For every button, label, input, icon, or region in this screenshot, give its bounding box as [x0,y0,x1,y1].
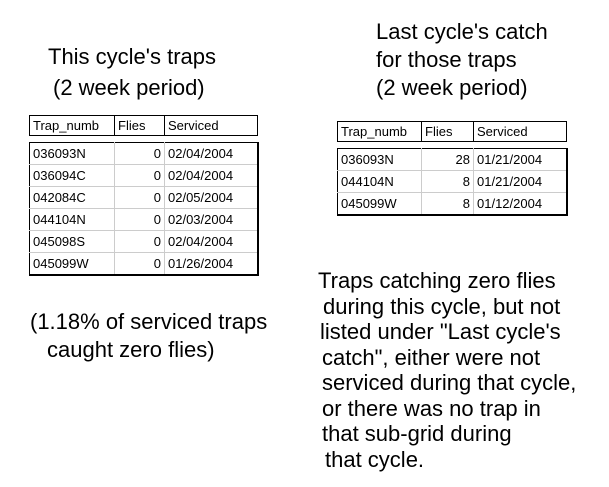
header-cell: Flies [114,115,165,136]
table-cell: 28 [421,148,474,171]
left-title-line: This cycle's traps [48,44,217,69]
table-row: 036094C 0 02/04/2004 [29,164,258,187]
header-cell: Trap_numb [33,118,99,133]
table-cell: 045099W [29,252,115,276]
table-body: 036093N 28 01/21/2004 044104N 8 01/21/2004 045… [337,148,568,216]
table-cell: 036093N [337,148,422,171]
table-cell: 01/21/2004 [473,148,567,171]
right-note-line: catch", either were not [322,344,541,370]
table-cell: 0 [114,230,165,253]
table-cell: 8 [421,170,474,193]
header-cell: Trap_numb [341,124,407,139]
table-row: 036093N 28 01/21/2004 [337,148,567,171]
table-cell: 02/04/2004 [164,230,258,253]
left-note-line: (1.18% of serviced traps [30,309,268,334]
table-row: 045099W 0 01/26/2004 [29,252,258,276]
table-cell: 01/12/2004 [473,192,567,216]
header-cell: Flies [421,121,474,142]
table-cell: 8 [421,192,474,216]
right-note-line: or there was no trap in [322,395,541,421]
right-title-line: for those traps [376,47,517,72]
table-cell: 044104N [29,208,115,231]
right-note-line: during this cycle, but not [323,293,561,319]
table-cell: 02/04/2004 [164,164,258,187]
left-title-line: (2 week period) [53,75,205,100]
right-title-line: (2 week period) [376,75,528,100]
right-title: Last cycle's catch for those traps (2 week… [376,18,548,102]
table-cell: 01/26/2004 [164,252,258,276]
table-row: 044104N 0 02/03/2004 [29,208,258,231]
header-cell: Serviced [164,115,258,136]
table-cell: 045098S [29,230,115,253]
table-cell: 0 [114,164,165,187]
right-note-line: that sub-grid during [322,421,512,446]
right-note-line: that cycle. [325,446,425,472]
table-cell: 044104N [337,170,422,193]
right-note: Traps catching zero flies during this cyc… [314,268,576,472]
table-row: 044104N 8 01/21/2004 [337,170,567,193]
table-header: Trap_numb Flies Serviced [337,121,567,142]
right-note-line: Traps catching zero flies [318,268,556,293]
left-note-line: caught zero flies) [47,337,215,362]
table-cell: 042084C [29,186,115,209]
table-row: 045098S 0 02/04/2004 [29,230,258,253]
table-cell: 0 [114,208,165,231]
table-header: Trap_numb Flies Serviced [29,115,258,136]
table-cell: 02/03/2004 [164,208,258,231]
table-cell: 045099W [337,192,422,216]
table-row: 042084C 0 02/05/2004 [29,186,258,209]
table-row: 045099W 8 01/12/2004 [337,192,567,216]
table-cell: 036094C [29,164,115,187]
table-cell: 0 [114,252,165,276]
table-body: 036093N 0 02/04/2004 036094C 0 02/04/2004 0420… [29,142,259,276]
table-cell: 036093N [29,142,115,165]
left-title: This cycle's traps (2 week period) [48,41,216,103]
header-cell: Serviced [473,121,567,142]
table-cell: 0 [114,142,165,165]
table-cell: 0 [114,186,165,209]
table-row: 036093N 0 02/04/2004 [29,142,258,165]
header-row: Trap_numb Flies Serviced [30,115,258,136]
right-note-line: serviced during that cycle, [322,370,577,395]
right-title-line: Last cycle's catch [376,19,548,44]
right-note-line: listed under "Last cycle's [320,319,561,344]
header-row: Trap_numb Flies Serviced [338,121,567,142]
table-cell: 01/21/2004 [473,170,567,193]
table-cell: 02/05/2004 [164,186,258,209]
left-note: (1.18% of serviced traps caught zero flie… [30,308,267,364]
table-cell: 02/04/2004 [164,142,258,165]
